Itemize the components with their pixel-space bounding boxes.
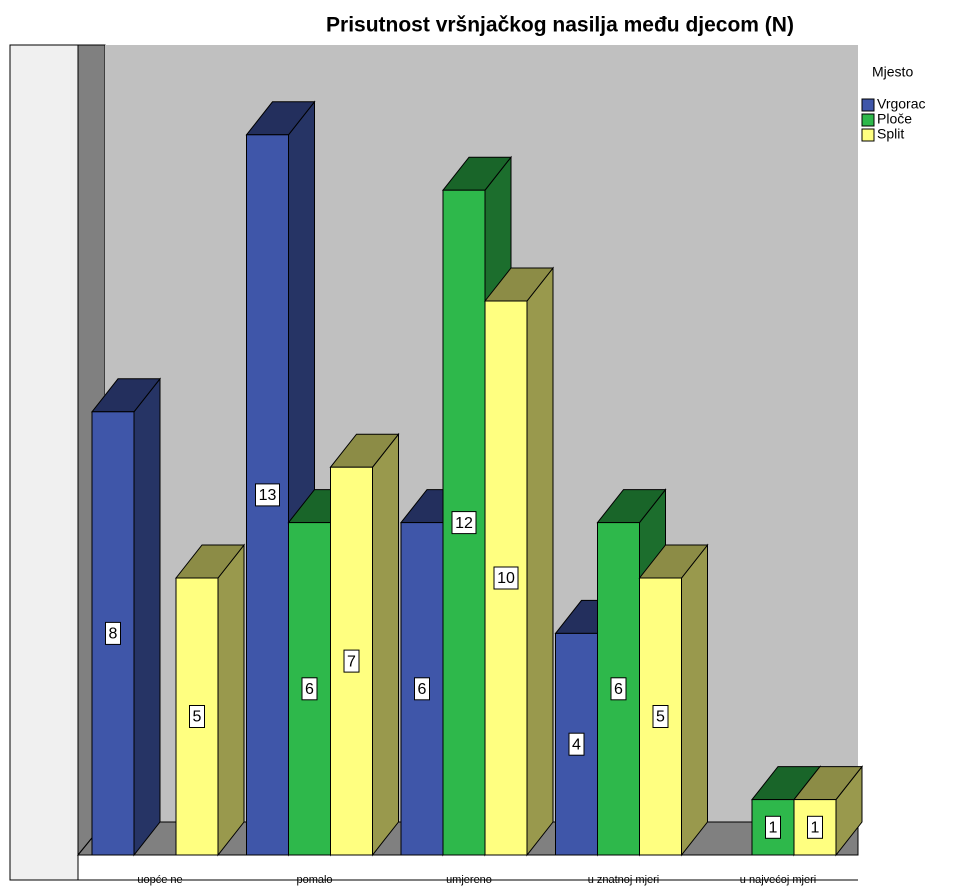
x-tick-label: u znatnoj mjeri — [588, 874, 660, 886]
value-label-box — [189, 705, 205, 728]
x-tick-label: u najvećoj mjeri — [740, 874, 816, 886]
value-label-box — [568, 732, 585, 756]
value-label: 5 — [193, 709, 202, 726]
x-tick-label: pomalo — [296, 874, 332, 886]
x-tick-label: uopće ne — [137, 874, 182, 886]
chart-title: Prisutnost vršnjačkog nasilja među djeco… — [326, 14, 794, 37]
value-label: 5 — [656, 709, 665, 726]
value-label-box — [301, 677, 318, 701]
legend-swatch — [861, 113, 875, 127]
value-label-box — [493, 566, 519, 590]
x-tick-label: umjereno — [446, 874, 492, 886]
bar — [246, 134, 289, 856]
value-label-box — [343, 649, 360, 673]
value-label: 8 — [109, 626, 118, 643]
legend-title: Mjesto — [872, 64, 913, 80]
value-label: 13 — [259, 487, 277, 504]
value-label-box — [451, 511, 477, 535]
bar-side — [681, 543, 708, 857]
value-label-box — [765, 815, 781, 839]
legend-label: Ploče — [877, 111, 912, 127]
legend-swatch — [861, 128, 875, 142]
value-label-box — [105, 621, 121, 645]
bar-side — [372, 432, 399, 857]
bar-side — [133, 377, 161, 857]
bar — [175, 577, 219, 856]
left-wall-face — [9, 44, 79, 881]
value-label: 6 — [305, 681, 314, 698]
value-label-box — [652, 705, 669, 728]
legend-label: Vrgorac — [877, 96, 926, 112]
value-label-box — [414, 677, 430, 701]
legend-swatch — [861, 98, 875, 112]
legend-label: Split — [877, 126, 904, 142]
value-label: 6 — [614, 681, 623, 698]
bar-side — [217, 543, 245, 857]
value-label-box — [610, 677, 627, 701]
value-label: 12 — [455, 515, 473, 532]
value-label: 1 — [769, 820, 778, 837]
value-label: 10 — [497, 570, 515, 587]
value-label-box — [807, 815, 823, 839]
value-label-box — [255, 483, 280, 507]
value-label: 4 — [572, 736, 581, 753]
bar-side — [526, 266, 554, 857]
value-label: 1 — [811, 820, 820, 837]
value-label: 7 — [347, 653, 356, 670]
value-label: 6 — [418, 681, 427, 698]
